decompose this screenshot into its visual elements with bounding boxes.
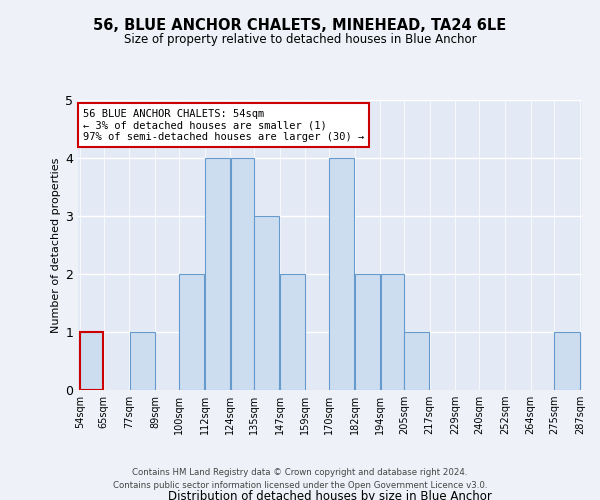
Text: Contains HM Land Registry data © Crown copyright and database right 2024.: Contains HM Land Registry data © Crown c… bbox=[132, 468, 468, 477]
Bar bbox=[130, 332, 155, 390]
Bar bbox=[280, 274, 305, 390]
Text: Size of property relative to detached houses in Blue Anchor: Size of property relative to detached ho… bbox=[124, 32, 476, 46]
X-axis label: Distribution of detached houses by size in Blue Anchor: Distribution of detached houses by size … bbox=[168, 490, 492, 500]
Bar bbox=[230, 158, 254, 390]
Text: 56, BLUE ANCHOR CHALETS, MINEHEAD, TA24 6LE: 56, BLUE ANCHOR CHALETS, MINEHEAD, TA24 … bbox=[94, 18, 506, 32]
Text: Contains public sector information licensed under the Open Government Licence v3: Contains public sector information licen… bbox=[113, 480, 487, 490]
Bar bbox=[554, 332, 580, 390]
Bar bbox=[80, 332, 103, 390]
Bar bbox=[381, 274, 404, 390]
Bar bbox=[254, 216, 279, 390]
Bar bbox=[355, 274, 380, 390]
Bar bbox=[404, 332, 430, 390]
Bar bbox=[179, 274, 204, 390]
Y-axis label: Number of detached properties: Number of detached properties bbox=[51, 158, 61, 332]
Bar bbox=[205, 158, 230, 390]
Bar bbox=[329, 158, 355, 390]
Text: 56 BLUE ANCHOR CHALETS: 54sqm
← 3% of detached houses are smaller (1)
97% of sem: 56 BLUE ANCHOR CHALETS: 54sqm ← 3% of de… bbox=[83, 108, 364, 142]
